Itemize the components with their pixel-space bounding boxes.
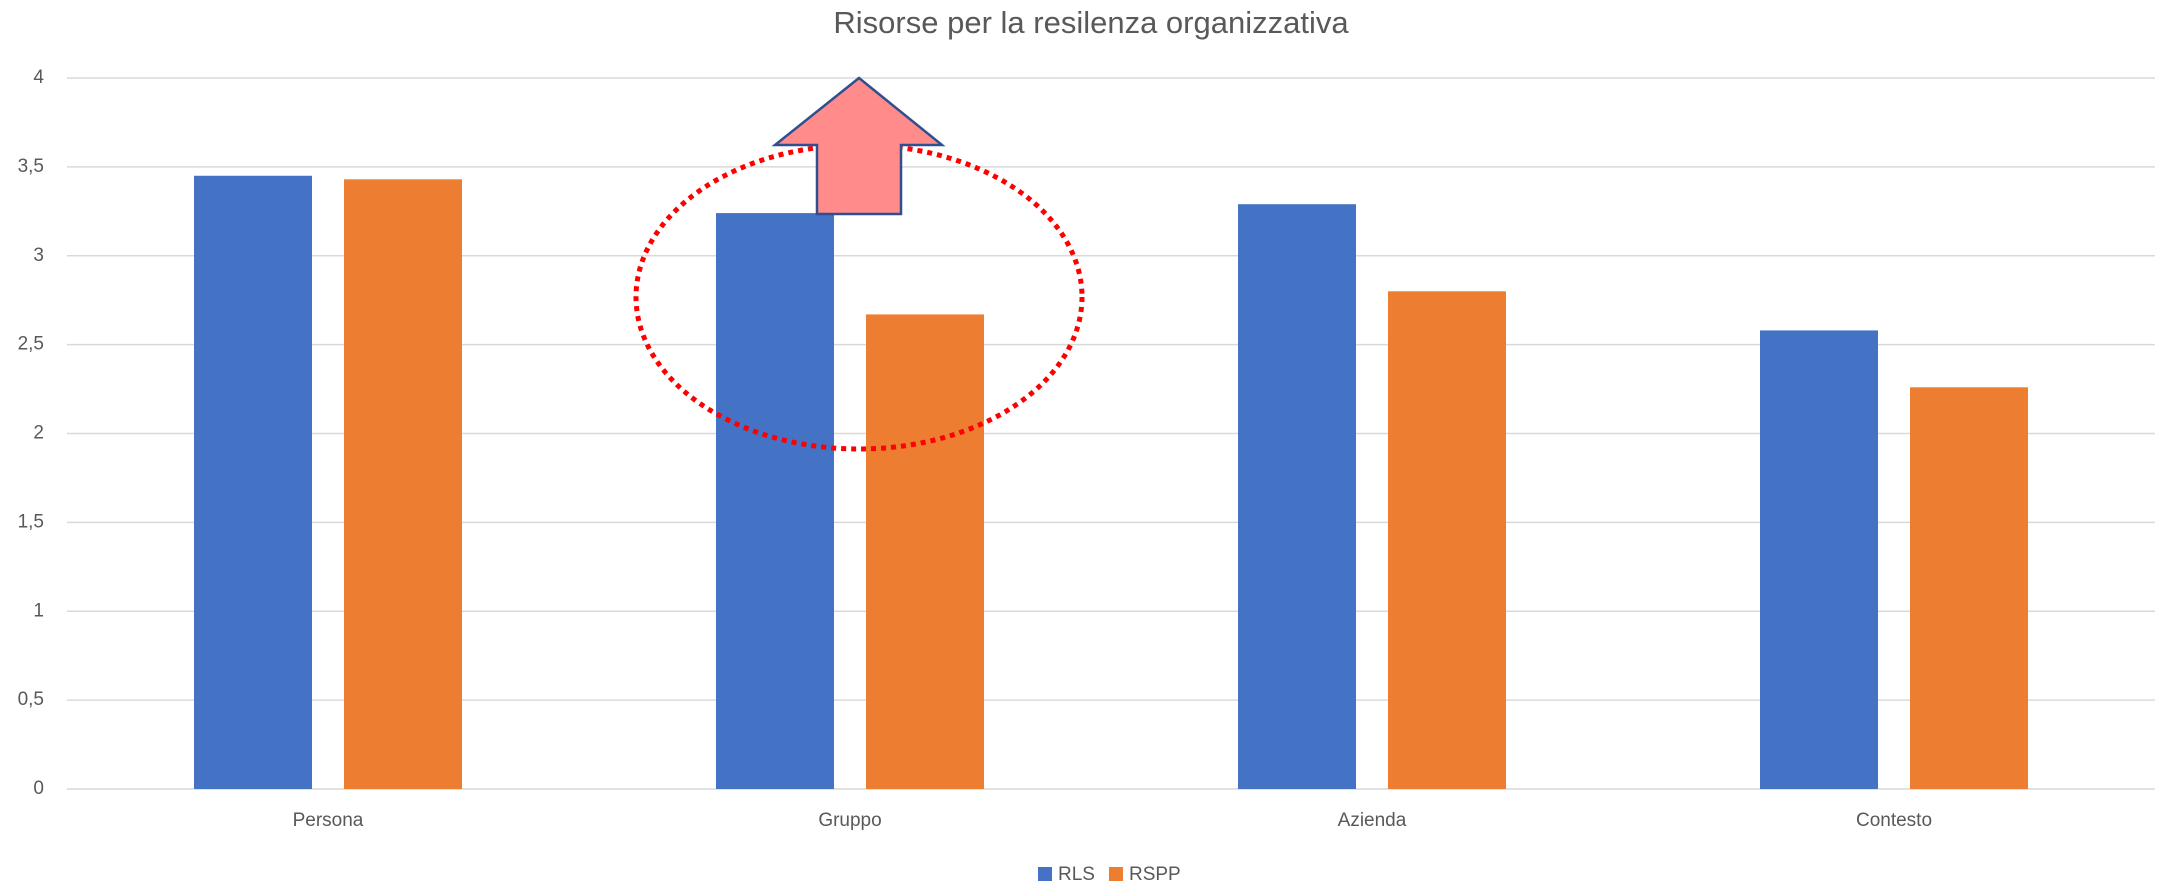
y-tick-label: 1,5 [18, 511, 44, 532]
plot-area: 0 0,5 1 1,5 2 2,5 3 3,5 4 Persona Gruppo Azienda Con… [18, 67, 2155, 885]
x-tick-label: Gruppo [818, 810, 881, 831]
legend-label: RSPP [1129, 864, 1181, 885]
up-arrow [771, 76, 946, 216]
y-tick-label: 2 [33, 423, 44, 444]
y-tick-label: 1 [33, 600, 44, 621]
x-tick-label: Contesto [1856, 810, 1932, 831]
x-tick-label: Persona [293, 810, 364, 831]
bar [1238, 204, 1356, 789]
bar [866, 314, 984, 789]
y-tick-label: 4 [33, 67, 44, 88]
x-tick-label: Azienda [1338, 810, 1407, 831]
bar [344, 179, 462, 789]
bar [1910, 387, 2028, 789]
legend-label: RLS [1058, 864, 1095, 885]
y-tick-label: 0,5 [18, 689, 44, 710]
legend-swatch [1108, 867, 1123, 881]
y-tick-label: 3,5 [18, 156, 44, 177]
bar [194, 175, 312, 789]
legend-swatch [1038, 867, 1052, 881]
annotation [633, 76, 1085, 452]
bar [1760, 330, 1878, 789]
chart-title: Risorse per la resilenza organizzativa [833, 5, 1349, 40]
y-tick-label: 0 [33, 778, 44, 799]
y-tick-label: 2,5 [18, 334, 44, 355]
bar [1388, 291, 1506, 789]
y-tick-label: 3 [33, 245, 44, 266]
bar [716, 213, 834, 790]
